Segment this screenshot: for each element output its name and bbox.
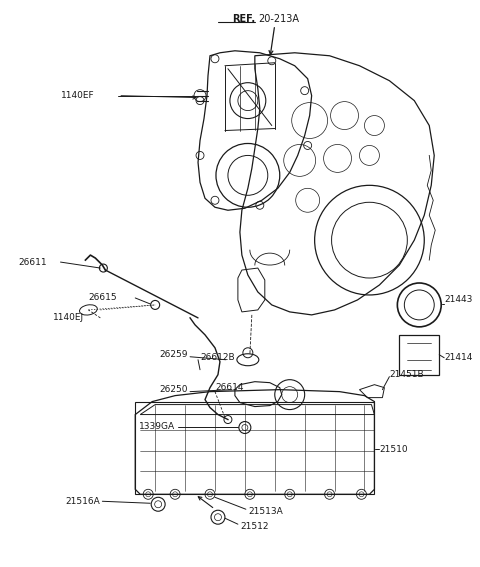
Text: 21513A: 21513A xyxy=(248,507,283,516)
Text: 20-213A: 20-213A xyxy=(258,14,299,24)
Text: 26250: 26250 xyxy=(159,385,188,394)
Text: 26259: 26259 xyxy=(159,350,188,359)
Text: 1140EJ: 1140EJ xyxy=(52,314,84,323)
Text: 21512: 21512 xyxy=(240,522,268,531)
Text: 26615: 26615 xyxy=(88,294,117,302)
Text: 26612B: 26612B xyxy=(200,353,235,362)
Text: 1140EF: 1140EF xyxy=(60,91,94,100)
Text: 21451B: 21451B xyxy=(389,370,424,379)
Text: REF.: REF. xyxy=(232,14,255,24)
Text: 1339GA: 1339GA xyxy=(139,422,175,431)
Text: 21510: 21510 xyxy=(379,445,408,454)
Text: 26614: 26614 xyxy=(215,383,243,392)
Text: 21443: 21443 xyxy=(444,295,473,304)
Text: 21516A: 21516A xyxy=(66,497,100,506)
Text: 26611: 26611 xyxy=(19,257,47,266)
Text: 21414: 21414 xyxy=(444,353,473,362)
